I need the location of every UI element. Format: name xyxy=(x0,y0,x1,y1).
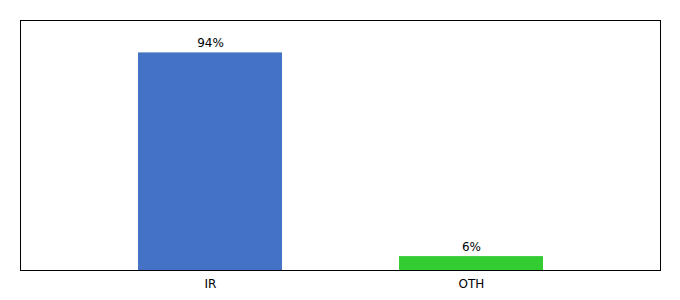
svg-text:OTH: OTH xyxy=(459,277,485,291)
svg-text:6%: 6% xyxy=(462,240,481,254)
svg-text:94%: 94% xyxy=(197,36,224,50)
svg-text:IR: IR xyxy=(205,277,217,291)
